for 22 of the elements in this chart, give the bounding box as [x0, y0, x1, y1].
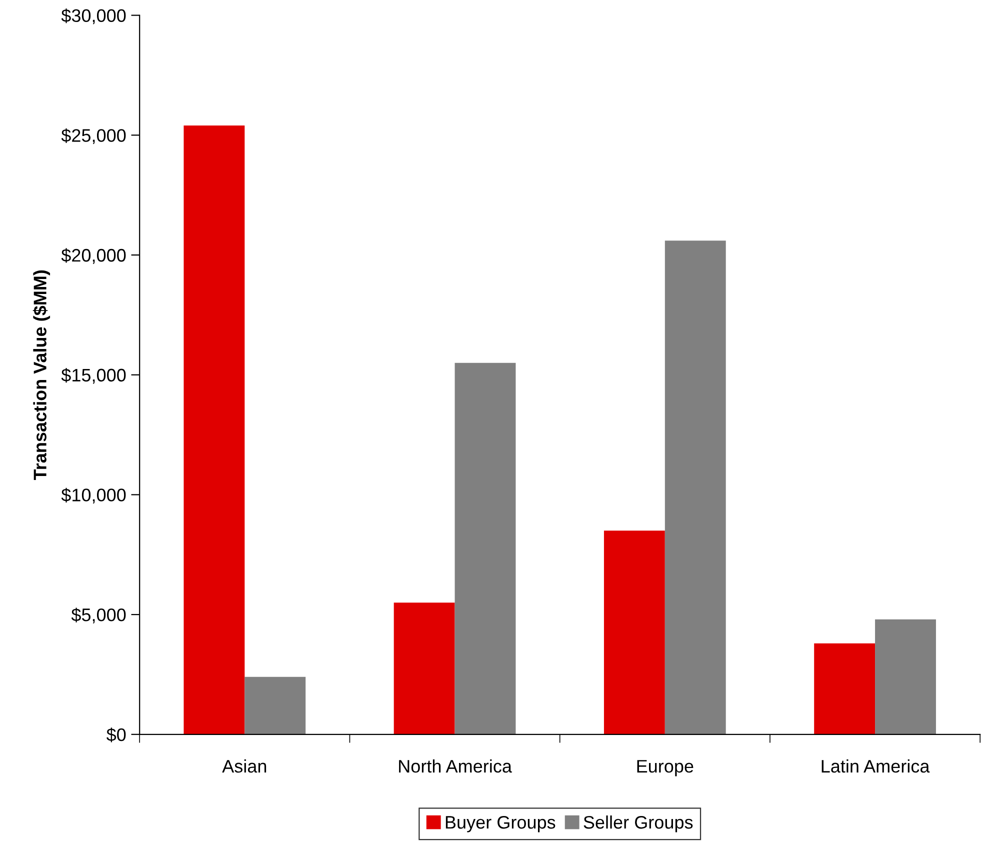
bar [664, 240, 726, 734]
y-tick-label: $10,000 [61, 488, 126, 504]
legend-label: Buyer Groups [446, 816, 556, 832]
y-tick-label: $0 [106, 728, 126, 742]
bar [604, 530, 665, 734]
x-tick-label: Europe [637, 760, 694, 776]
y-tick-label: $25,000 [61, 128, 126, 144]
bar [454, 362, 516, 734]
x-tick-label: Asian [222, 759, 266, 773]
bar [184, 126, 245, 734]
x-tick-label: Latin America [822, 759, 930, 773]
bar [814, 643, 876, 734]
y-tick-label: $20,000 [61, 248, 126, 264]
legend-label: Seller Groups [584, 815, 693, 832]
bar [394, 602, 455, 734]
y-tick-label: $5,000 [71, 608, 126, 624]
bar [875, 619, 936, 734]
y-tick-label: $30,000 [61, 8, 126, 24]
x-tick-label: North America [399, 759, 512, 773]
y-tick-label: $15,000 [61, 368, 126, 384]
y-axis-title: Transaction Value ($MM) [32, 270, 50, 480]
bar [244, 676, 306, 734]
